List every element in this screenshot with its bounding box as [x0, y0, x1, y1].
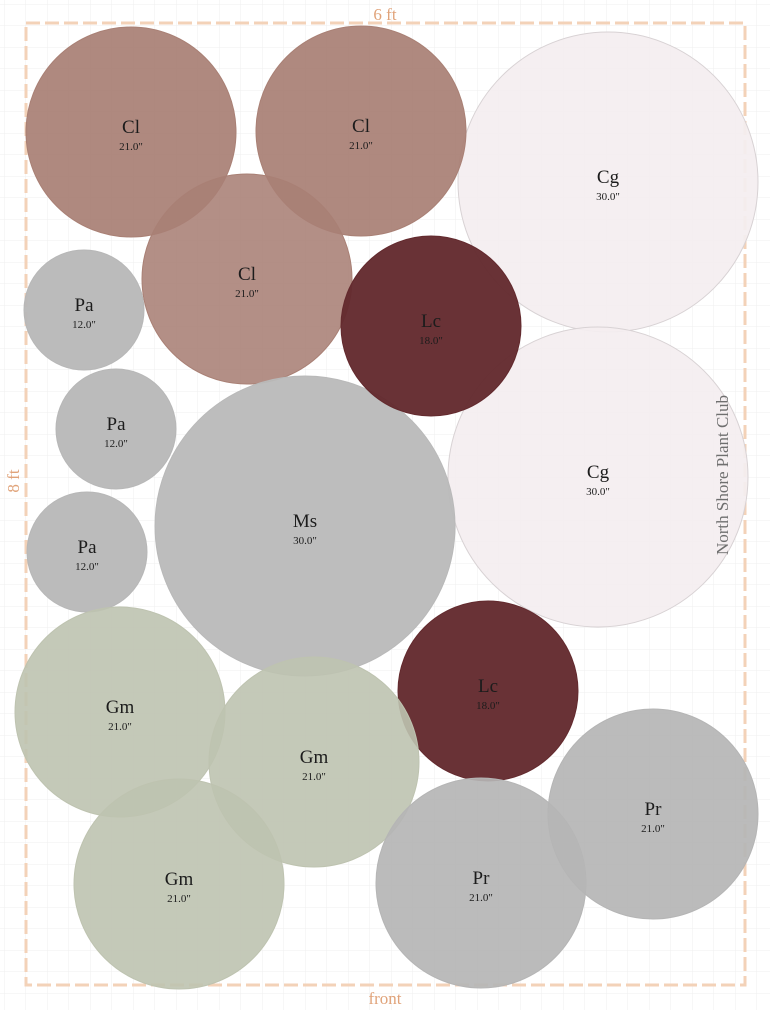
- plant-ms: Ms 30.0": [154, 375, 456, 677]
- front-label: front: [368, 989, 401, 1008]
- club-name: North Shore Plant Club: [713, 395, 732, 555]
- plant-size-label: 21.0": [641, 823, 665, 835]
- plant-circle: [141, 173, 353, 385]
- plant-pa: Pa 12.0": [23, 249, 145, 371]
- plant-circle: [73, 778, 285, 990]
- plant-circle: [25, 26, 237, 238]
- plant-cl: Cl 21.0": [141, 173, 353, 385]
- plant-code-label: Gm: [106, 697, 135, 718]
- plant-circle: [447, 326, 749, 628]
- plant-circle: [23, 249, 145, 371]
- plant-lc: Lc 18.0": [340, 235, 522, 417]
- plant-code-label: Cg: [587, 462, 610, 483]
- plant-code-label: Pa: [78, 537, 98, 558]
- plant-gm: Gm 21.0": [208, 656, 420, 868]
- plant-size-label: 18.0": [476, 700, 500, 712]
- plant-gm: Gm 21.0": [73, 778, 285, 990]
- plant-size-label: 21.0": [235, 288, 259, 300]
- plant-size-label: 21.0": [167, 893, 191, 905]
- plant-cl: Cl 21.0": [25, 26, 237, 238]
- plant-code-label: Cl: [352, 116, 370, 137]
- plant-pa: Pa 12.0": [26, 491, 148, 613]
- plant-cg: Cg 30.0": [457, 31, 759, 333]
- plant-gm: Gm 21.0": [14, 606, 226, 818]
- plant-size-label: 30.0": [586, 486, 610, 498]
- plant-code-label: Lc: [421, 311, 441, 332]
- plant-size-label: 21.0": [119, 141, 143, 153]
- plant-circle: [340, 235, 522, 417]
- plant-lc: Lc 18.0": [397, 600, 579, 782]
- plant-circle: [55, 368, 177, 490]
- depth-label: 8 ft: [4, 469, 23, 492]
- plant-size-label: 30.0": [596, 191, 620, 203]
- plant-code-label: Ms: [293, 511, 317, 532]
- plant-code-label: Cl: [238, 264, 256, 285]
- plant-circle: [208, 656, 420, 868]
- plant-size-label: 12.0": [72, 319, 96, 331]
- plant-code-label: Pa: [75, 295, 95, 316]
- plant-size-label: 21.0": [349, 140, 373, 152]
- plant-cl: Cl 21.0": [255, 25, 467, 237]
- plant-size-label: 12.0": [104, 438, 128, 450]
- plant-circle: [547, 708, 759, 920]
- plant-code-label: Cl: [122, 117, 140, 138]
- plant-code-label: Pr: [645, 799, 663, 820]
- plant-size-label: 21.0": [469, 892, 493, 904]
- width-label: 6 ft: [373, 5, 396, 24]
- plant-code-label: Gm: [165, 869, 194, 890]
- plant-pr: Pr 21.0": [547, 708, 759, 920]
- plant-code-label: Cg: [597, 167, 620, 188]
- plant-code-label: Lc: [478, 676, 498, 697]
- plant-size-label: 30.0": [293, 535, 317, 547]
- plant-size-label: 12.0": [75, 561, 99, 573]
- plant-code-label: Gm: [300, 747, 329, 768]
- plant-size-label: 21.0": [302, 771, 326, 783]
- plant-code-label: Pa: [107, 414, 127, 435]
- plant-size-label: 21.0": [108, 721, 132, 733]
- plant-pa: Pa 12.0": [55, 368, 177, 490]
- plant-circle: [255, 25, 467, 237]
- plant-code-label: Pr: [473, 868, 491, 889]
- plants-layer: Cg 30.0" Cg 30.0" Cl 21.0" Cl 21.0" Cl 21.0" Pa 12.…: [14, 25, 759, 990]
- plant-cg: Cg 30.0": [447, 326, 749, 628]
- plant-size-label: 18.0": [419, 335, 443, 347]
